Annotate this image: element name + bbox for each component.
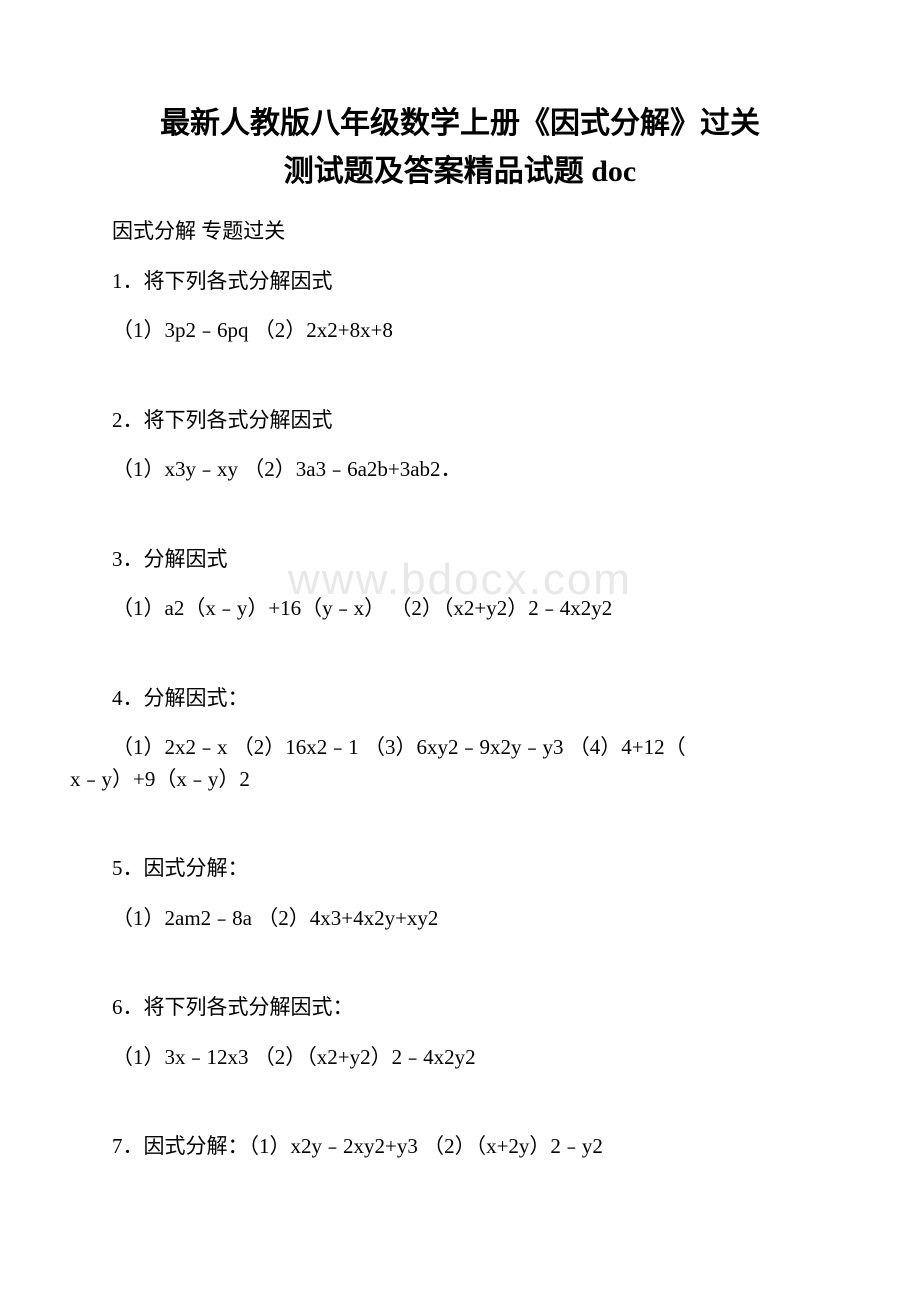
problem-4-items-line1: （1）2x2﹣x （2）16x2﹣1 （3）6xy2﹣9x2y﹣y3 （4）4+… bbox=[70, 732, 850, 764]
title-line-1: 最新人教版八年级数学上册《因式分解》过关 bbox=[70, 100, 850, 148]
problem-6-heading: 6．将下列各式分解因式： bbox=[70, 992, 850, 1024]
problem-4-items-line2: x﹣y）+9（x﹣y）2 bbox=[70, 764, 850, 796]
document-content: 因式分解 专题过关 1．将下列各式分解因式 （1）3p2﹣6pq （2）2x2+… bbox=[70, 216, 850, 1163]
problem-2-heading: 2．将下列各式分解因式 bbox=[70, 405, 850, 437]
problem-5-items: （1）2am2﹣8a （2）4x3+4x2y+xy2 bbox=[70, 903, 850, 935]
subtitle: 因式分解 专题过关 bbox=[70, 216, 850, 248]
problem-4-items: （1）2x2﹣x （2）16x2﹣1 （3）6xy2﹣9x2y﹣y3 （4）4+… bbox=[70, 732, 850, 795]
title-line-2: 测试题及答案精品试题 doc bbox=[70, 148, 850, 196]
problem-3-items: （1）a2（x﹣y）+16（y﹣x） （2）（x2+y2）2﹣4x2y2 bbox=[70, 593, 850, 625]
problem-1-heading: 1．将下列各式分解因式 bbox=[70, 266, 850, 298]
problem-5-heading: 5．因式分解： bbox=[70, 853, 850, 885]
problem-7-inline: 7．因式分解：（1）x2y﹣2xy2+y3 （2）（x+2y）2﹣y2 bbox=[70, 1131, 850, 1163]
problem-3-heading: 3．分解因式 bbox=[70, 544, 850, 576]
problem-4-heading: 4．分解因式： bbox=[70, 683, 850, 715]
problem-2-items: （1）x3y﹣xy （2）3a3﹣6a2b+3ab2． bbox=[70, 454, 850, 486]
problem-6-items: （1）3x﹣12x3 （2）（x2+y2）2﹣4x2y2 bbox=[70, 1042, 850, 1074]
document-title: 最新人教版八年级数学上册《因式分解》过关 测试题及答案精品试题 doc bbox=[70, 100, 850, 196]
problem-1-items: （1）3p2﹣6pq （2）2x2+8x+8 bbox=[70, 315, 850, 347]
